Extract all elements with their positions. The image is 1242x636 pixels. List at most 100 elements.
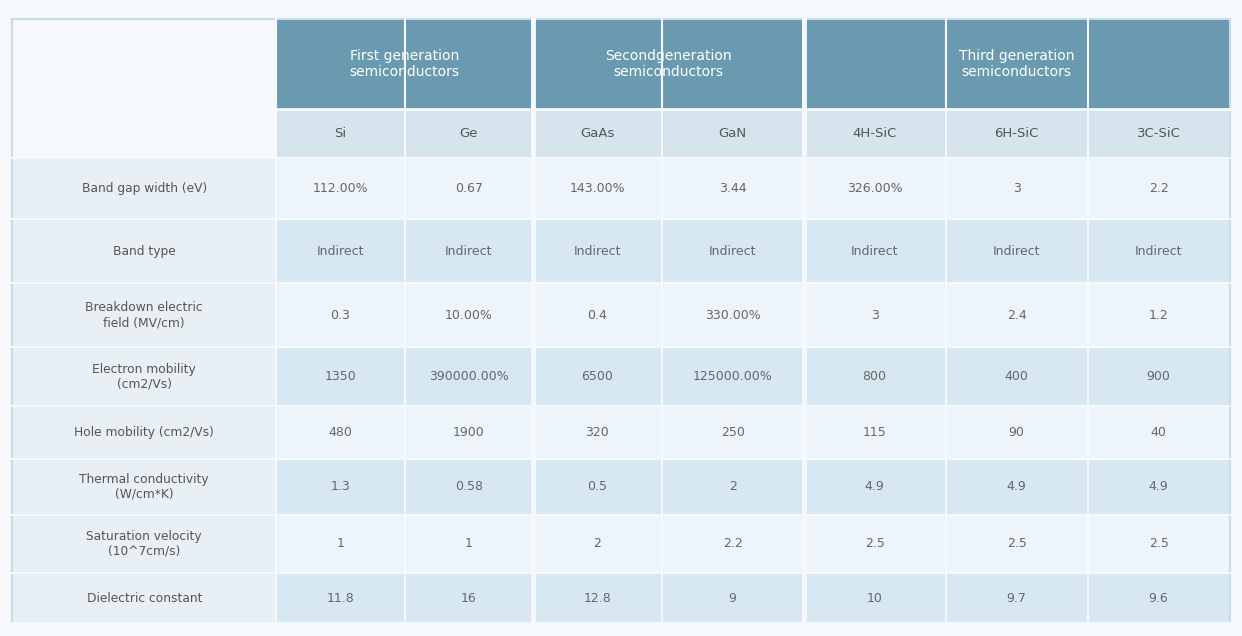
Bar <box>804 284 945 347</box>
Text: Saturation velocity
(10^7cm/s): Saturation velocity (10^7cm/s) <box>87 530 202 558</box>
Text: Electron mobility
(cm2/Vs): Electron mobility (cm2/Vs) <box>92 363 196 391</box>
Bar <box>662 515 804 573</box>
Bar <box>276 19 533 109</box>
Text: 40: 40 <box>1150 426 1166 439</box>
Text: 390000.00%: 390000.00% <box>428 370 509 384</box>
Bar <box>945 459 1088 515</box>
Bar <box>12 573 276 623</box>
Bar <box>1088 406 1230 459</box>
Text: 16: 16 <box>461 591 477 605</box>
Bar <box>945 515 1088 573</box>
Bar <box>405 284 533 347</box>
Bar <box>1088 515 1230 573</box>
Bar <box>12 459 276 515</box>
Text: 0.3: 0.3 <box>330 309 350 322</box>
Text: 0.58: 0.58 <box>455 480 483 494</box>
Bar <box>532 19 535 109</box>
Text: 2: 2 <box>594 537 601 550</box>
Bar <box>662 406 804 459</box>
Bar <box>533 19 804 109</box>
Text: 900: 900 <box>1146 370 1170 384</box>
Text: Indirect: Indirect <box>445 245 493 258</box>
Text: 330.00%: 330.00% <box>704 309 760 322</box>
Text: 125000.00%: 125000.00% <box>693 370 773 384</box>
Bar <box>1088 347 1230 406</box>
Bar <box>533 406 662 459</box>
Bar <box>1088 459 1230 515</box>
Text: 2.5: 2.5 <box>1006 537 1027 550</box>
Text: 4H-SiC: 4H-SiC <box>852 127 897 140</box>
Text: 1350: 1350 <box>324 370 356 384</box>
Text: Ge: Ge <box>460 127 478 140</box>
Text: 320: 320 <box>585 426 610 439</box>
Text: Si: Si <box>334 127 347 140</box>
Bar <box>662 158 804 219</box>
Bar <box>804 19 1230 109</box>
Text: 90: 90 <box>1009 426 1025 439</box>
Text: Indirect: Indirect <box>851 245 898 258</box>
Bar <box>1088 158 1230 219</box>
Bar <box>405 158 533 219</box>
Text: 1.3: 1.3 <box>330 480 350 494</box>
Bar <box>945 158 1088 219</box>
Bar <box>276 219 405 284</box>
Bar <box>12 515 276 573</box>
Text: 2.2: 2.2 <box>1149 182 1169 195</box>
Text: Indirect: Indirect <box>709 245 756 258</box>
Bar <box>533 459 662 515</box>
Bar <box>276 515 405 573</box>
Bar <box>804 219 945 284</box>
Text: Dielectric constant: Dielectric constant <box>87 591 202 605</box>
Text: First generation
semiconductors: First generation semiconductors <box>349 49 460 79</box>
Bar <box>405 459 533 515</box>
Bar <box>662 219 804 284</box>
Text: 0.4: 0.4 <box>587 309 607 322</box>
Bar <box>405 406 533 459</box>
Bar <box>662 459 804 515</box>
Bar <box>276 284 405 347</box>
Text: 10: 10 <box>867 591 883 605</box>
Text: 1900: 1900 <box>453 426 484 439</box>
Text: 9.7: 9.7 <box>1006 591 1027 605</box>
Bar <box>405 515 533 573</box>
Text: Hole mobility (cm2/Vs): Hole mobility (cm2/Vs) <box>75 426 214 439</box>
Text: Breakdown electric
field (MV/cm): Breakdown electric field (MV/cm) <box>86 301 204 329</box>
Text: 0.5: 0.5 <box>587 480 607 494</box>
Bar <box>405 347 533 406</box>
Text: 3.44: 3.44 <box>719 182 746 195</box>
Text: 9.6: 9.6 <box>1149 591 1169 605</box>
Bar <box>276 406 405 459</box>
Text: 4.9: 4.9 <box>1007 480 1026 494</box>
Bar <box>804 515 945 573</box>
Text: 2.4: 2.4 <box>1007 309 1026 322</box>
Text: 4.9: 4.9 <box>864 480 884 494</box>
Text: Band type: Band type <box>113 245 175 258</box>
Bar <box>804 347 945 406</box>
Text: 1: 1 <box>337 537 344 550</box>
Bar <box>945 406 1088 459</box>
Text: 2: 2 <box>729 480 737 494</box>
Text: 480: 480 <box>328 426 353 439</box>
Text: Thermal conductivity
(W/cm*K): Thermal conductivity (W/cm*K) <box>79 473 209 501</box>
Text: GaAs: GaAs <box>580 127 615 140</box>
Text: GaN: GaN <box>719 127 746 140</box>
Bar <box>533 515 662 573</box>
Bar <box>945 573 1088 623</box>
Bar <box>12 158 276 219</box>
Text: Indirect: Indirect <box>1135 245 1182 258</box>
Bar <box>405 109 533 158</box>
Bar <box>533 158 662 219</box>
Text: Indirect: Indirect <box>574 245 621 258</box>
Bar <box>804 158 945 219</box>
Bar <box>945 284 1088 347</box>
Bar <box>12 219 276 284</box>
Bar <box>276 109 405 158</box>
Bar <box>662 284 804 347</box>
Bar <box>12 109 276 158</box>
Text: 3: 3 <box>871 309 878 322</box>
Bar <box>405 573 533 623</box>
Bar <box>12 19 276 109</box>
Bar <box>804 459 945 515</box>
Text: 1: 1 <box>465 537 473 550</box>
Text: 326.00%: 326.00% <box>847 182 903 195</box>
